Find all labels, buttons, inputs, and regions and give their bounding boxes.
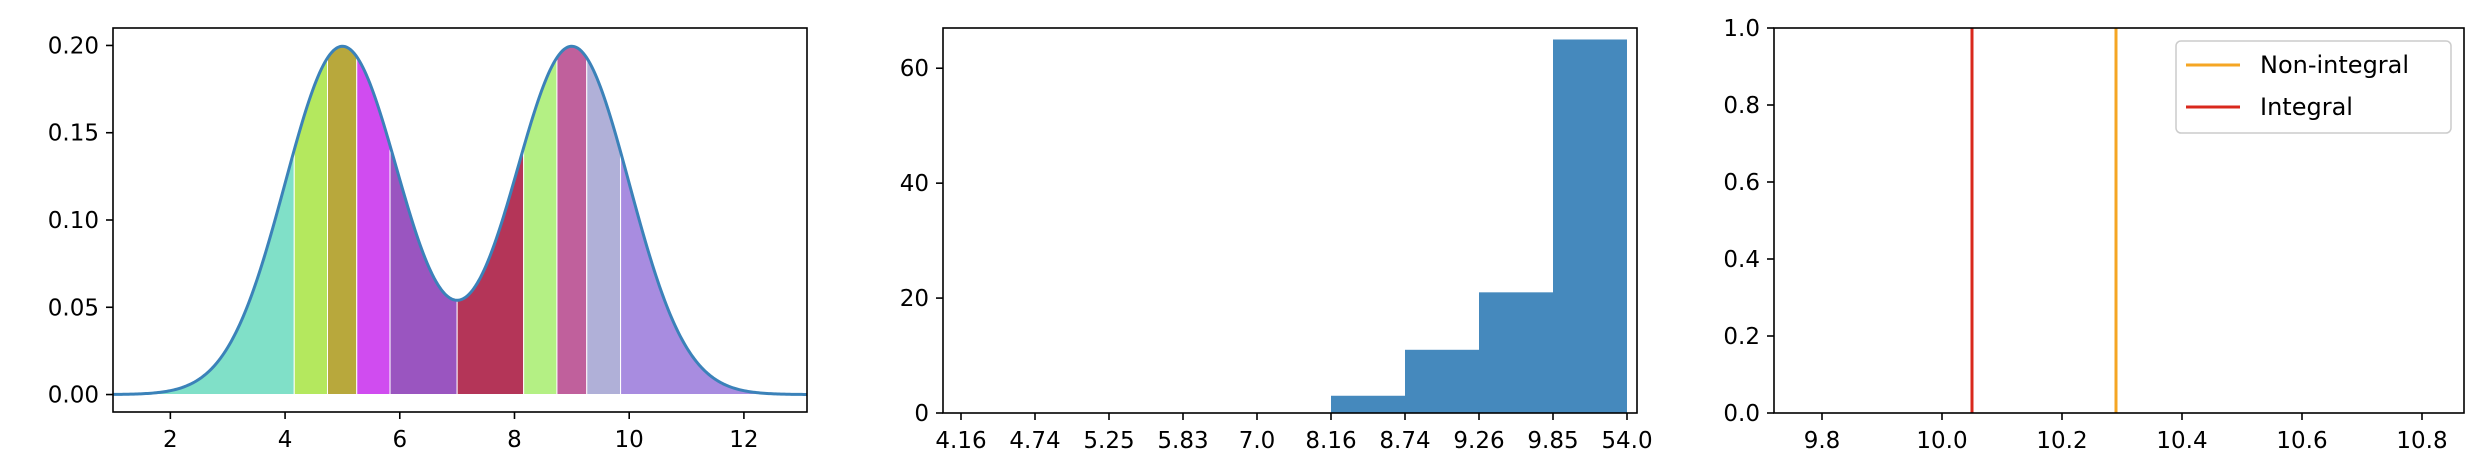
histogram-bar-6 (1405, 349, 1479, 413)
y-tick-label: 0.2 (1723, 324, 1760, 350)
shaded-bin-6 (523, 55, 558, 396)
x-tick-label: 10.8 (2396, 428, 2447, 454)
x-tick-label: 9.8 (1804, 428, 1841, 454)
x-tick-label: 10.6 (2276, 428, 2327, 454)
y-tick-label: 60 (900, 56, 929, 82)
x-tick-label: 10.0 (1916, 428, 1967, 454)
x-tick-label: 54.0 (1601, 428, 1652, 454)
x-tick-label: 12 (729, 427, 758, 453)
density-chart: 2 4 6 8 10 12 0.00 0.05 0.10 0.15 0.20 (48, 27, 808, 453)
x-tick-label: 4.16 (935, 428, 986, 454)
x-tick-label: 9.85 (1527, 428, 1578, 454)
x-tick-label: 2 (163, 427, 178, 453)
x-tick-label: 10.2 (2036, 428, 2087, 454)
x-tick-label: 4.74 (1009, 428, 1060, 454)
x-tick-label: 7.0 (1239, 428, 1276, 454)
y-tick-label: 0.10 (48, 208, 99, 234)
x-tick-label: 5.83 (1157, 428, 1208, 454)
shaded-bin-7 (556, 45, 588, 396)
y-tick-label: 0 (914, 401, 929, 427)
y-tick-label: 0.8 (1723, 93, 1760, 119)
x-tick-label: 8.74 (1379, 428, 1430, 454)
y-tick-label: 0.15 (48, 121, 99, 147)
y-tick-label: 0.6 (1723, 170, 1760, 196)
y-tick-label: 0.00 (48, 383, 99, 409)
y-tick-label: 40 (900, 171, 929, 197)
y-tick-label: 0.20 (48, 33, 99, 59)
shaded-bin-9 (620, 151, 808, 396)
legend-box (2175, 40, 2452, 134)
legend: Non-integral Integral (2175, 40, 2452, 134)
histogram-bar-7 (1479, 292, 1553, 413)
x-tick-label: 4 (278, 427, 293, 453)
x-tick-label: 8 (507, 427, 522, 453)
shaded-bin-8 (586, 56, 622, 396)
y-tick-label: 0.4 (1723, 247, 1760, 273)
y-tick-label: 20 (900, 286, 929, 312)
x-tick-label: 9.26 (1453, 428, 1504, 454)
x-tick-label: 10 (615, 427, 644, 453)
density-curve (112, 44, 808, 396)
vertical-lines-chart: 9.8 10.0 10.2 10.4 10.6 10.8 0.0 0.2 0.4 0.6 0.8 1.… (1723, 16, 2465, 454)
shaded-bin-2 (327, 45, 358, 396)
x-tick-label: 8.16 (1305, 428, 1356, 454)
axes-frame (1773, 27, 2465, 414)
shaded-bin-1 (293, 56, 329, 396)
x-tick-label: 10.4 (2156, 428, 2207, 454)
histogram-bar-5 (1331, 395, 1405, 413)
legend-label: Non-integral (2260, 51, 2409, 79)
x-tick-label: 5.25 (1083, 428, 1134, 454)
y-tick-label: 1.0 (1723, 16, 1760, 42)
y-tick-label: 0.05 (48, 295, 99, 321)
legend-label: Integral (2260, 93, 2353, 121)
histogram-chart: 4.16 4.74 5.25 5.83 7.0 8.16 8.74 9.26 9.85 54.0 0… (900, 27, 1653, 454)
shaded-bin-3 (356, 55, 391, 396)
axes-frame (942, 27, 1638, 414)
shaded-bin-0 (112, 149, 295, 396)
x-tick-label: 6 (392, 427, 407, 453)
histogram-bar-8 (1553, 39, 1627, 413)
y-tick-label: 0.0 (1723, 401, 1760, 427)
